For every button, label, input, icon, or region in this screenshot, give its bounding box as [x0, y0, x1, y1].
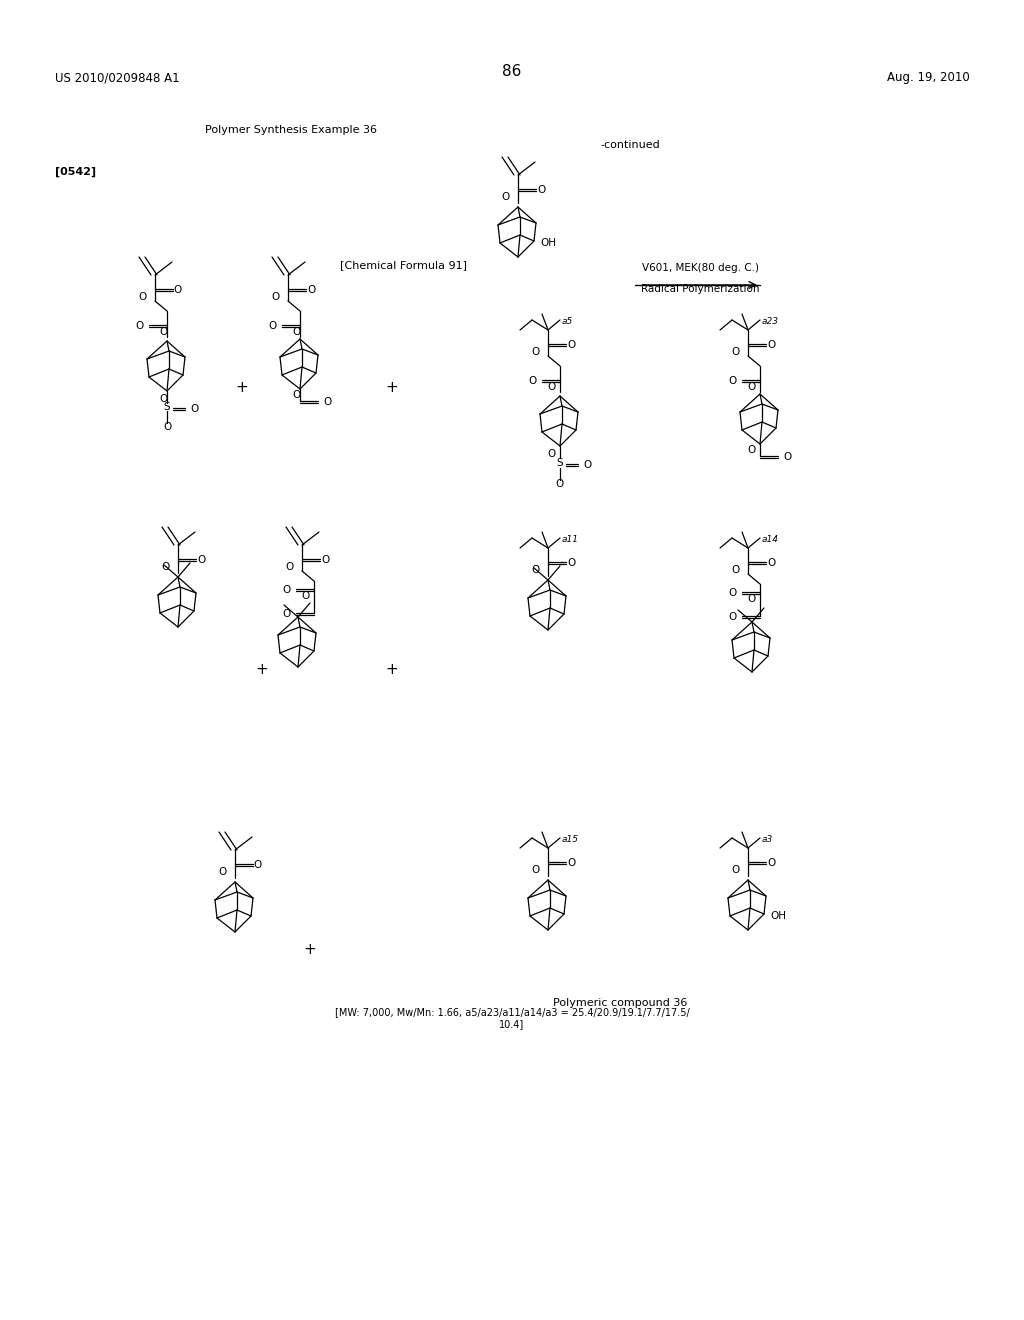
Text: O: O: [729, 587, 737, 598]
Text: O: O: [583, 459, 591, 470]
Text: S: S: [557, 458, 563, 469]
Text: a15: a15: [562, 836, 579, 845]
Text: Radical Polymerization: Radical Polymerization: [641, 284, 759, 294]
Text: O: O: [292, 327, 300, 337]
Text: O: O: [159, 327, 167, 337]
Text: +: +: [236, 380, 249, 396]
Text: +: +: [386, 663, 398, 677]
Text: O: O: [548, 449, 556, 459]
Text: O: O: [271, 292, 280, 302]
Text: O: O: [136, 321, 144, 331]
Text: Polymeric compound 36: Polymeric compound 36: [553, 998, 687, 1008]
Text: a5: a5: [562, 318, 573, 326]
Text: 86: 86: [503, 65, 521, 79]
Text: O: O: [162, 562, 170, 572]
Text: O: O: [138, 292, 147, 302]
Text: O: O: [729, 376, 737, 385]
Text: O: O: [567, 858, 575, 869]
Text: O: O: [748, 594, 756, 605]
Text: O: O: [307, 285, 315, 294]
Text: a3: a3: [762, 836, 773, 845]
Text: O: O: [292, 389, 300, 400]
Text: a23: a23: [762, 318, 779, 326]
Text: O: O: [748, 445, 756, 455]
Text: Aug. 19, 2010: Aug. 19, 2010: [887, 71, 970, 84]
Text: O: O: [732, 347, 740, 356]
Text: [Chemical Formula 91]: [Chemical Formula 91]: [340, 260, 467, 271]
Text: O: O: [174, 285, 182, 294]
Text: O: O: [767, 558, 775, 568]
Text: O: O: [254, 861, 262, 870]
Text: O: O: [283, 609, 291, 619]
Text: O: O: [732, 565, 740, 576]
Text: US 2010/0209848 A1: US 2010/0209848 A1: [55, 71, 179, 84]
Text: O: O: [548, 381, 556, 392]
Text: O: O: [748, 381, 756, 392]
Text: O: O: [283, 585, 291, 595]
Text: S: S: [164, 403, 170, 412]
Text: O: O: [321, 554, 329, 565]
Text: O: O: [531, 565, 540, 576]
Text: O: O: [531, 865, 540, 875]
Text: Polymer Synthesis Example 36: Polymer Synthesis Example 36: [205, 125, 377, 135]
Text: O: O: [159, 393, 167, 404]
Text: O: O: [767, 858, 775, 869]
Text: O: O: [219, 867, 227, 876]
Text: V601, MEK(80 deg. C.): V601, MEK(80 deg. C.): [641, 263, 759, 273]
Text: O: O: [531, 347, 540, 356]
Text: a11: a11: [562, 536, 579, 544]
Text: O: O: [502, 191, 510, 202]
Text: a14: a14: [762, 536, 779, 544]
Text: O: O: [729, 612, 737, 622]
Text: -continued: -continued: [600, 140, 659, 150]
Text: O: O: [528, 376, 537, 385]
Text: OH: OH: [770, 911, 786, 921]
Text: O: O: [286, 562, 294, 572]
Text: [MW: 7,000, Mw/Mn: 1.66, a5/a23/a11/a14/a3 = 25.4/20.9/19.1/7.7/17.5/
10.4]: [MW: 7,000, Mw/Mn: 1.66, a5/a23/a11/a14/…: [335, 1007, 689, 1028]
Text: O: O: [783, 451, 792, 462]
Text: +: +: [256, 663, 268, 677]
Text: +: +: [304, 942, 316, 957]
Text: O: O: [323, 397, 331, 407]
Text: O: O: [537, 185, 545, 195]
Text: O: O: [163, 422, 171, 432]
Text: O: O: [190, 404, 199, 414]
Text: OH: OH: [540, 238, 556, 248]
Text: O: O: [302, 591, 310, 601]
Text: O: O: [567, 341, 575, 350]
Text: [0542]: [0542]: [55, 166, 96, 177]
Text: O: O: [732, 865, 740, 875]
Text: O: O: [197, 554, 205, 565]
Text: O: O: [767, 341, 775, 350]
Text: O: O: [268, 321, 278, 331]
Text: O: O: [556, 479, 564, 488]
Text: O: O: [567, 558, 575, 568]
Text: +: +: [386, 380, 398, 396]
